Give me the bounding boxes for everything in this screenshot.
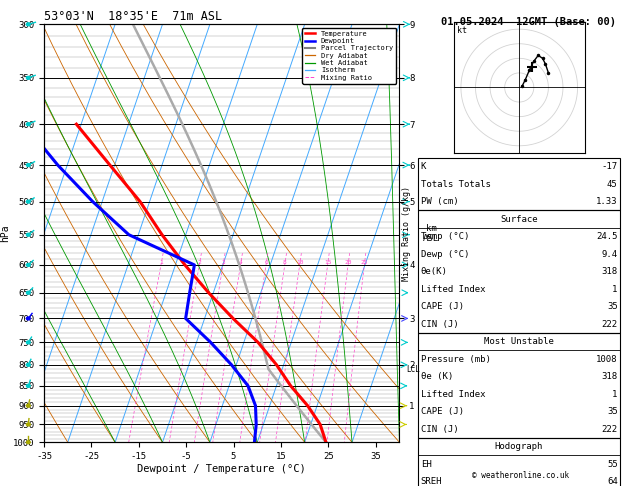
Text: 1: 1 bbox=[159, 260, 163, 265]
Text: Surface: Surface bbox=[500, 215, 538, 224]
Text: 45: 45 bbox=[607, 180, 618, 189]
Text: θe (K): θe (K) bbox=[421, 372, 453, 381]
Text: 2: 2 bbox=[198, 260, 201, 265]
Text: Totals Totals: Totals Totals bbox=[421, 180, 491, 189]
Text: 10: 10 bbox=[296, 260, 303, 265]
Legend: Temperature, Dewpoint, Parcel Trajectory, Dry Adiabat, Wet Adiabat, Isotherm, Mi: Temperature, Dewpoint, Parcel Trajectory… bbox=[302, 28, 396, 84]
Text: Hodograph: Hodograph bbox=[495, 442, 543, 451]
Text: SREH: SREH bbox=[421, 477, 442, 486]
Text: Dewp (°C): Dewp (°C) bbox=[421, 250, 469, 259]
Text: LCL: LCL bbox=[406, 364, 420, 374]
Text: 1.33: 1.33 bbox=[596, 197, 618, 206]
Text: 20: 20 bbox=[344, 260, 352, 265]
Text: -17: -17 bbox=[601, 162, 618, 171]
Text: 3: 3 bbox=[221, 260, 225, 265]
Text: 64: 64 bbox=[607, 477, 618, 486]
Text: 1008: 1008 bbox=[596, 355, 618, 364]
Text: 1: 1 bbox=[612, 390, 618, 399]
Text: CAPE (J): CAPE (J) bbox=[421, 407, 464, 416]
Text: 1: 1 bbox=[612, 285, 618, 294]
Text: Most Unstable: Most Unstable bbox=[484, 337, 554, 346]
Text: 25: 25 bbox=[360, 260, 368, 265]
Text: 9.4: 9.4 bbox=[601, 250, 618, 259]
Text: CIN (J): CIN (J) bbox=[421, 425, 459, 434]
Text: CIN (J): CIN (J) bbox=[421, 320, 459, 329]
Text: 4: 4 bbox=[238, 260, 242, 265]
Text: 222: 222 bbox=[601, 425, 618, 434]
Y-axis label: hPa: hPa bbox=[0, 225, 10, 242]
Text: 01.05.2024  12GMT (Base: 00): 01.05.2024 12GMT (Base: 00) bbox=[441, 17, 616, 27]
Text: 318: 318 bbox=[601, 372, 618, 381]
Text: 318: 318 bbox=[601, 267, 618, 276]
Text: θe(K): θe(K) bbox=[421, 267, 448, 276]
X-axis label: Dewpoint / Temperature (°C): Dewpoint / Temperature (°C) bbox=[137, 464, 306, 474]
Text: 222: 222 bbox=[601, 320, 618, 329]
Text: 35: 35 bbox=[607, 302, 618, 311]
Text: 15: 15 bbox=[324, 260, 331, 265]
Text: 35: 35 bbox=[607, 407, 618, 416]
Text: 53°03'N  18°35'E  71m ASL: 53°03'N 18°35'E 71m ASL bbox=[44, 10, 222, 23]
Text: Lifted Index: Lifted Index bbox=[421, 285, 486, 294]
Text: CAPE (J): CAPE (J) bbox=[421, 302, 464, 311]
Text: Mixing Ratio (g/kg): Mixing Ratio (g/kg) bbox=[403, 186, 411, 281]
Text: Temp (°C): Temp (°C) bbox=[421, 232, 469, 241]
Y-axis label: km
ASL: km ASL bbox=[423, 224, 439, 243]
Text: 6: 6 bbox=[264, 260, 268, 265]
Text: EH: EH bbox=[421, 460, 431, 469]
Text: 8: 8 bbox=[283, 260, 287, 265]
Text: Lifted Index: Lifted Index bbox=[421, 390, 486, 399]
Text: 24.5: 24.5 bbox=[596, 232, 618, 241]
Text: Pressure (mb): Pressure (mb) bbox=[421, 355, 491, 364]
Text: PW (cm): PW (cm) bbox=[421, 197, 459, 206]
Text: 55: 55 bbox=[607, 460, 618, 469]
Text: K: K bbox=[421, 162, 426, 171]
Text: © weatheronline.co.uk: © weatheronline.co.uk bbox=[472, 471, 569, 480]
Text: kt: kt bbox=[457, 26, 467, 35]
